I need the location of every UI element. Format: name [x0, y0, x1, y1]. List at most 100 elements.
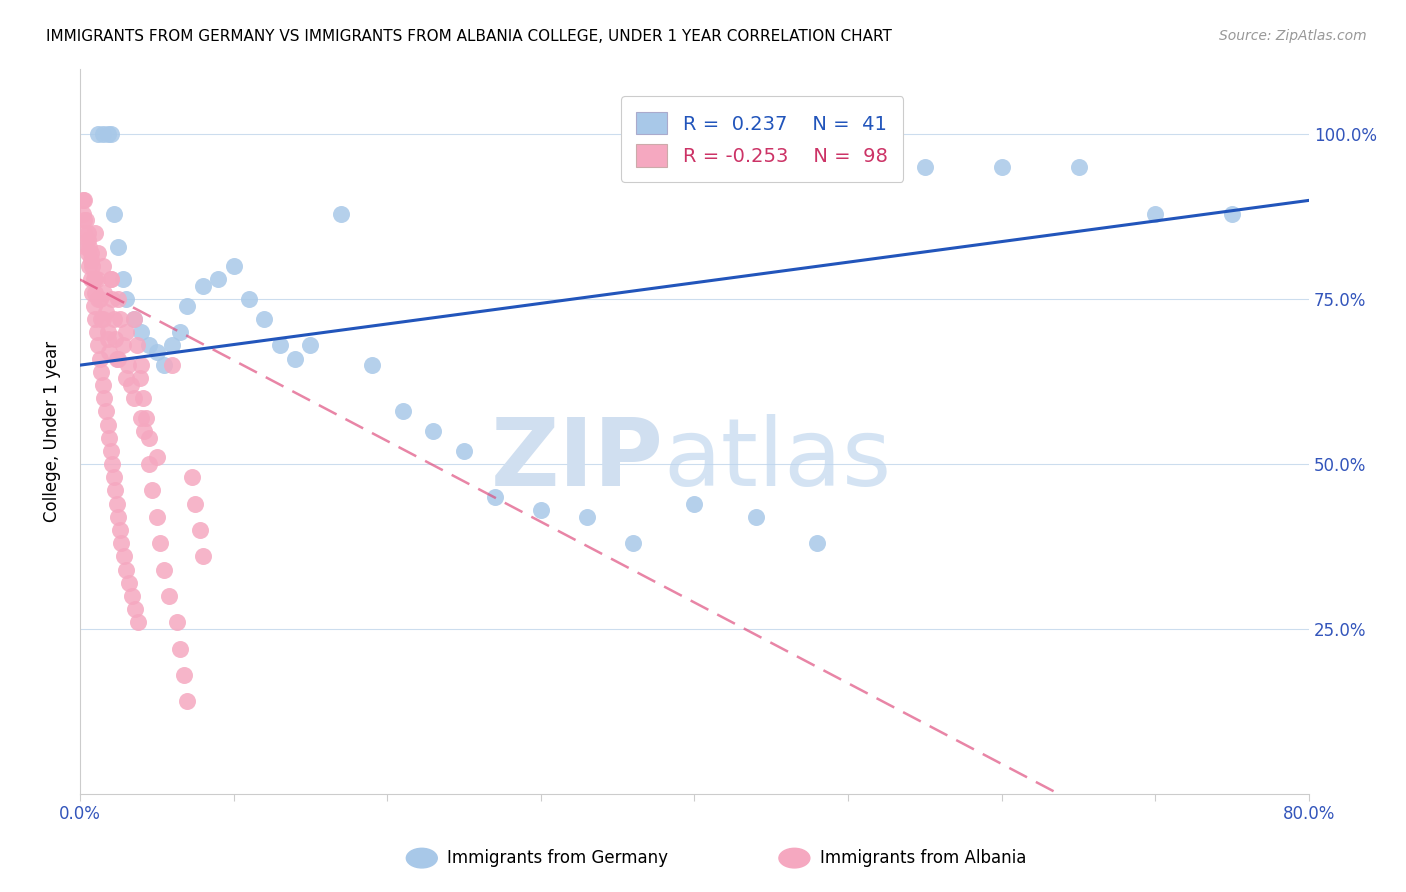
Point: [117, 358, 139, 372]
Point: [76, 227, 98, 241]
Point: [138, 431, 160, 445]
Point: [108, 312, 131, 326]
Point: [153, 358, 176, 372]
Point: [269, 338, 291, 352]
Point: [131, 358, 153, 372]
Point: [86, 325, 108, 339]
Point: [1144, 206, 1167, 220]
Point: [98, 345, 121, 359]
Point: [238, 292, 260, 306]
Point: [806, 536, 828, 550]
Point: [112, 549, 135, 564]
Point: [360, 358, 382, 372]
Point: [90, 312, 112, 326]
Point: [82, 285, 104, 300]
Point: [108, 523, 131, 537]
Point: [128, 371, 150, 385]
Point: [104, 483, 127, 498]
Point: [107, 239, 129, 253]
Point: [72, 194, 94, 208]
Point: [87, 128, 110, 142]
Point: [191, 549, 214, 564]
Point: [96, 128, 118, 142]
Point: [134, 424, 156, 438]
Point: [169, 325, 191, 339]
Point: [96, 325, 118, 339]
Point: [188, 523, 211, 537]
Point: [72, 206, 94, 220]
Point: [100, 128, 122, 142]
Point: [141, 483, 163, 498]
Point: [111, 272, 134, 286]
Point: [207, 272, 229, 286]
Point: [115, 292, 138, 306]
Point: [191, 279, 214, 293]
Point: [96, 417, 118, 432]
Point: [75, 239, 97, 253]
Point: [157, 589, 180, 603]
Y-axis label: College, Under 1 year: College, Under 1 year: [44, 341, 60, 522]
Point: [73, 194, 96, 208]
Point: [253, 312, 276, 326]
Point: [131, 325, 153, 339]
Point: [484, 490, 506, 504]
Point: [73, 213, 96, 227]
Point: [118, 575, 141, 590]
Point: [79, 272, 101, 286]
Point: [96, 332, 118, 346]
Point: [87, 338, 110, 352]
Point: [91, 260, 114, 274]
Text: ZIP: ZIP: [491, 414, 664, 506]
Point: [101, 292, 124, 306]
Point: [111, 338, 134, 352]
Point: [86, 272, 108, 286]
Point: [105, 351, 128, 366]
Text: atlas: atlas: [664, 414, 891, 506]
Point: [125, 338, 148, 352]
Point: [76, 233, 98, 247]
Point: [991, 161, 1014, 175]
Point: [284, 351, 307, 366]
Point: [91, 128, 114, 142]
Point: [110, 536, 132, 550]
Point: [121, 589, 143, 603]
Point: [93, 285, 115, 300]
Point: [94, 305, 117, 319]
Point: [1067, 161, 1090, 175]
Point: [131, 411, 153, 425]
Point: [84, 227, 107, 241]
Point: [77, 260, 100, 274]
Point: [299, 338, 322, 352]
Point: [89, 351, 111, 366]
Text: Source: ZipAtlas.com: Source: ZipAtlas.com: [1219, 29, 1367, 44]
Point: [93, 391, 115, 405]
Point: [76, 246, 98, 260]
Point: [181, 470, 204, 484]
Point: [453, 443, 475, 458]
Point: [77, 239, 100, 253]
Point: [103, 312, 125, 326]
Point: [100, 272, 122, 286]
Text: Immigrants from Albania: Immigrants from Albania: [820, 849, 1026, 867]
Point: [107, 509, 129, 524]
Point: [104, 332, 127, 346]
Point: [122, 312, 145, 326]
Point: [79, 252, 101, 267]
Point: [135, 411, 157, 425]
Point: [115, 371, 138, 385]
Point: [75, 213, 97, 227]
Point: [914, 161, 936, 175]
Point: [84, 285, 107, 300]
Point: [621, 536, 644, 550]
Text: IMMIGRANTS FROM GERMANY VS IMMIGRANTS FROM ALBANIA COLLEGE, UNDER 1 YEAR CORRELA: IMMIGRANTS FROM GERMANY VS IMMIGRANTS FR…: [46, 29, 893, 45]
Point: [138, 338, 160, 352]
Point: [98, 431, 121, 445]
Point: [132, 391, 155, 405]
Point: [79, 246, 101, 260]
Point: [422, 424, 444, 438]
Point: [145, 345, 167, 359]
Point: [83, 299, 105, 313]
Point: [122, 312, 145, 326]
Point: [107, 351, 129, 366]
Point: [149, 536, 172, 550]
